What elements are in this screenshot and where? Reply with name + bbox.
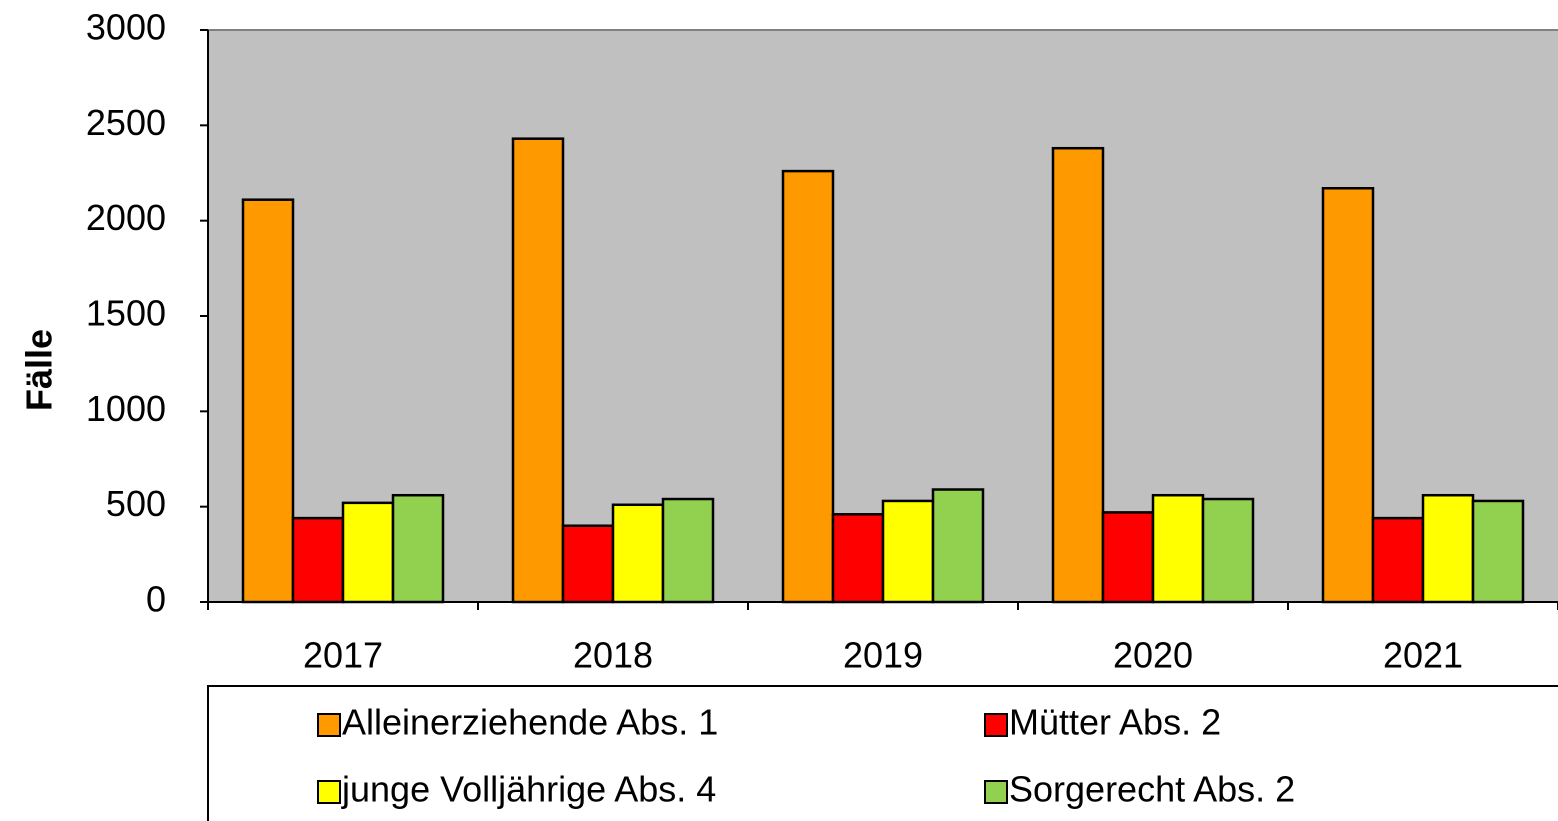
y-tick-label: 2000 xyxy=(86,197,166,238)
y-tick-label: 0 xyxy=(146,579,166,620)
legend-swatch xyxy=(317,713,341,737)
y-tick-label: 500 xyxy=(106,483,166,524)
legend-label: Alleinerziehende Abs. 1 xyxy=(342,702,718,743)
y-axis-label: Fälle xyxy=(19,329,60,411)
bar xyxy=(391,493,445,604)
bar xyxy=(1421,493,1475,604)
x-tick-label: 2018 xyxy=(573,635,653,676)
bar xyxy=(1321,187,1375,604)
legend-label: Sorgerecht Abs. 2 xyxy=(1009,769,1295,810)
y-tick-label: 2500 xyxy=(86,102,166,143)
legend-swatch xyxy=(984,713,1008,737)
bar xyxy=(511,137,565,604)
bar xyxy=(931,488,985,604)
bar xyxy=(611,503,665,604)
bar xyxy=(881,499,935,604)
legend-swatch xyxy=(984,780,1008,804)
bar xyxy=(241,198,295,604)
bar xyxy=(1201,497,1255,604)
bar xyxy=(1471,499,1525,604)
bar xyxy=(1101,511,1155,604)
legend-swatch xyxy=(317,780,341,804)
bar xyxy=(341,501,395,604)
bar xyxy=(1151,493,1205,604)
bar xyxy=(781,169,835,604)
y-tick-label: 3000 xyxy=(86,7,166,48)
x-tick-label: 2020 xyxy=(1113,635,1193,676)
bar xyxy=(831,513,885,604)
y-tick-label: 1000 xyxy=(86,388,166,429)
x-tick-label: 2019 xyxy=(843,635,923,676)
legend xyxy=(207,685,1558,821)
x-tick-label: 2017 xyxy=(303,635,383,676)
y-tick-label: 1500 xyxy=(86,293,166,334)
x-tick-label: 2021 xyxy=(1383,635,1463,676)
bar xyxy=(1051,146,1105,604)
legend-label: junge Volljährige Abs. 4 xyxy=(341,769,716,810)
bar xyxy=(291,516,345,604)
bar xyxy=(561,524,615,604)
bar xyxy=(661,497,715,604)
bar xyxy=(1371,516,1425,604)
legend-label: Mütter Abs. 2 xyxy=(1009,702,1221,743)
